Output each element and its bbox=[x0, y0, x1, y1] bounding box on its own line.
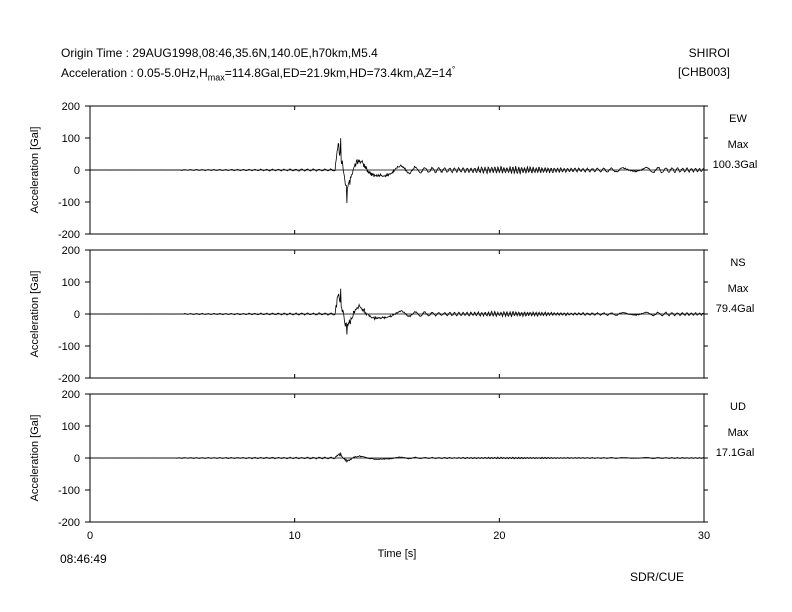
max-label: Max bbox=[728, 139, 749, 151]
y-tick-label: 100 bbox=[62, 133, 80, 145]
y-tick-label: -100 bbox=[58, 341, 80, 353]
y-axis-label: Acceleration [Gal] bbox=[29, 415, 41, 502]
y-tick-label: -200 bbox=[58, 229, 80, 241]
y-axis-label: Acceleration [Gal] bbox=[29, 127, 41, 214]
y-tick-label: 0 bbox=[74, 165, 80, 177]
component-label: UD bbox=[730, 401, 746, 413]
accel-prefix: Acceleration : 0.05-5.0Hz,H bbox=[61, 66, 208, 80]
x-tick-label: 30 bbox=[698, 530, 710, 542]
component-label: EW bbox=[729, 113, 747, 125]
waveform-ud bbox=[90, 452, 705, 463]
y-tick-label: 200 bbox=[62, 245, 80, 257]
max-value: 17.1Gal bbox=[716, 447, 755, 459]
start-time: 08:46:49 bbox=[60, 552, 107, 566]
max-value: 79.4Gal bbox=[716, 303, 755, 315]
origin-info: Origin Time : 29AUG1998,08:46,35.6N,140.… bbox=[61, 46, 378, 60]
accel-sup: ° bbox=[452, 65, 456, 74]
y-tick-label: 0 bbox=[74, 453, 80, 465]
y-tick-label: -200 bbox=[58, 517, 80, 529]
acceleration-info: Acceleration : 0.05-5.0Hz,Hmax=114.8Gal,… bbox=[61, 65, 455, 82]
waveform-ns bbox=[90, 288, 705, 335]
y-tick-label: 200 bbox=[62, 101, 80, 113]
accel-suffix: =114.8Gal,ED=21.9km,HD=73.4km,AZ=14 bbox=[224, 66, 452, 80]
max-label: Max bbox=[728, 283, 749, 295]
origin-line: Origin Time : 29AUG1998,08:46,35.6N,140.… bbox=[61, 46, 378, 60]
component-label: NS bbox=[730, 257, 745, 269]
x-tick-label: 0 bbox=[87, 530, 93, 542]
y-tick-label: 100 bbox=[62, 421, 80, 433]
y-tick-label: -100 bbox=[58, 485, 80, 497]
x-tick-label: 20 bbox=[493, 530, 505, 542]
max-label: Max bbox=[728, 427, 749, 439]
y-tick-label: 100 bbox=[62, 277, 80, 289]
x-tick-label: 10 bbox=[289, 530, 301, 542]
y-axis-label: Acceleration [Gal] bbox=[29, 271, 41, 358]
y-tick-label: 200 bbox=[62, 389, 80, 401]
station-name: SHIROI bbox=[688, 46, 730, 60]
station-code: [CHB003] bbox=[677, 65, 730, 79]
y-tick-label: -200 bbox=[58, 373, 80, 385]
max-value: 100.3Gal bbox=[713, 159, 758, 171]
y-tick-label: -100 bbox=[58, 197, 80, 209]
waveform-ew bbox=[89, 138, 705, 204]
y-tick-label: 0 bbox=[74, 309, 80, 321]
credit: SDR/CUE bbox=[630, 570, 685, 584]
x-axis-label: Time [s] bbox=[378, 548, 417, 560]
accel-sub: max bbox=[207, 72, 225, 83]
